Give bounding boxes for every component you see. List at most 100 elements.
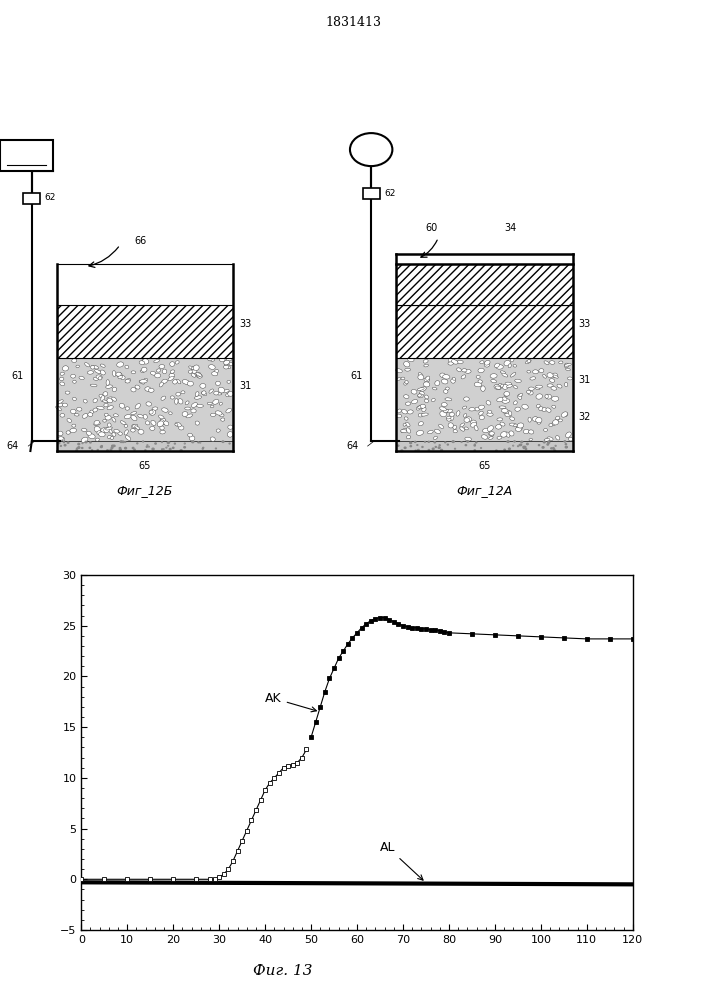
Ellipse shape (556, 436, 560, 440)
Ellipse shape (135, 404, 141, 409)
Ellipse shape (57, 431, 63, 436)
Ellipse shape (461, 375, 466, 379)
Ellipse shape (107, 399, 112, 403)
Ellipse shape (104, 403, 108, 407)
Ellipse shape (488, 410, 492, 413)
Ellipse shape (125, 436, 131, 440)
Ellipse shape (116, 372, 121, 376)
Circle shape (112, 445, 114, 447)
Ellipse shape (416, 430, 423, 435)
Ellipse shape (530, 377, 536, 380)
Ellipse shape (557, 384, 562, 388)
Circle shape (113, 445, 115, 447)
Ellipse shape (532, 370, 539, 374)
Ellipse shape (131, 412, 136, 414)
Ellipse shape (99, 394, 103, 397)
Ellipse shape (114, 429, 119, 433)
Ellipse shape (404, 417, 408, 420)
Polygon shape (396, 264, 573, 305)
Ellipse shape (58, 400, 63, 403)
Ellipse shape (95, 438, 100, 441)
Ellipse shape (549, 424, 553, 427)
Ellipse shape (110, 437, 114, 439)
Ellipse shape (60, 382, 65, 386)
Ellipse shape (161, 396, 165, 400)
Ellipse shape (118, 432, 122, 435)
Ellipse shape (228, 432, 233, 437)
Ellipse shape (107, 423, 111, 427)
Ellipse shape (422, 407, 426, 412)
Ellipse shape (418, 405, 425, 409)
Ellipse shape (419, 413, 423, 417)
Ellipse shape (194, 396, 201, 399)
Ellipse shape (209, 358, 215, 361)
Ellipse shape (197, 404, 204, 407)
Ellipse shape (228, 392, 233, 396)
Ellipse shape (163, 369, 167, 374)
Ellipse shape (428, 430, 433, 434)
Ellipse shape (151, 371, 156, 375)
Ellipse shape (112, 371, 116, 377)
Circle shape (564, 441, 566, 442)
Ellipse shape (135, 426, 140, 430)
Ellipse shape (141, 367, 147, 372)
Ellipse shape (440, 411, 446, 417)
Ellipse shape (224, 361, 228, 366)
Ellipse shape (532, 417, 539, 421)
Ellipse shape (151, 420, 156, 425)
Circle shape (184, 447, 185, 448)
Ellipse shape (140, 370, 144, 373)
Ellipse shape (497, 418, 503, 421)
Ellipse shape (228, 425, 233, 429)
Ellipse shape (499, 406, 506, 408)
Ellipse shape (186, 414, 192, 418)
Ellipse shape (200, 384, 206, 388)
Ellipse shape (441, 379, 448, 384)
Ellipse shape (189, 436, 195, 441)
Ellipse shape (150, 426, 155, 430)
Ellipse shape (90, 365, 95, 369)
Ellipse shape (138, 414, 144, 418)
Ellipse shape (418, 375, 423, 380)
Ellipse shape (62, 403, 67, 407)
Ellipse shape (418, 394, 423, 398)
Ellipse shape (460, 427, 464, 431)
Ellipse shape (447, 409, 452, 413)
Ellipse shape (219, 402, 223, 405)
Ellipse shape (112, 433, 116, 436)
Ellipse shape (513, 401, 518, 405)
Ellipse shape (91, 365, 98, 369)
Ellipse shape (170, 370, 175, 373)
Ellipse shape (505, 432, 510, 437)
Ellipse shape (93, 408, 98, 412)
Ellipse shape (103, 420, 106, 422)
Ellipse shape (501, 432, 507, 437)
Ellipse shape (149, 410, 153, 414)
Ellipse shape (90, 410, 94, 413)
Circle shape (168, 442, 169, 443)
Ellipse shape (515, 379, 521, 383)
Ellipse shape (208, 358, 212, 361)
Ellipse shape (223, 360, 230, 365)
Text: 32: 32 (578, 412, 591, 422)
Ellipse shape (518, 423, 524, 428)
Ellipse shape (544, 429, 548, 431)
Ellipse shape (216, 429, 221, 432)
Ellipse shape (175, 361, 179, 364)
Ellipse shape (448, 362, 453, 365)
Circle shape (170, 448, 171, 450)
Ellipse shape (441, 403, 448, 407)
Ellipse shape (484, 362, 490, 367)
Text: AK: AK (265, 692, 317, 712)
Text: 66: 66 (134, 236, 146, 246)
Ellipse shape (506, 385, 513, 388)
Ellipse shape (58, 437, 64, 440)
Ellipse shape (498, 383, 503, 388)
Ellipse shape (97, 431, 101, 435)
Text: 60: 60 (425, 223, 438, 233)
Ellipse shape (546, 408, 551, 412)
Ellipse shape (503, 410, 510, 414)
Ellipse shape (509, 423, 516, 426)
Ellipse shape (568, 437, 573, 441)
Circle shape (173, 447, 174, 448)
